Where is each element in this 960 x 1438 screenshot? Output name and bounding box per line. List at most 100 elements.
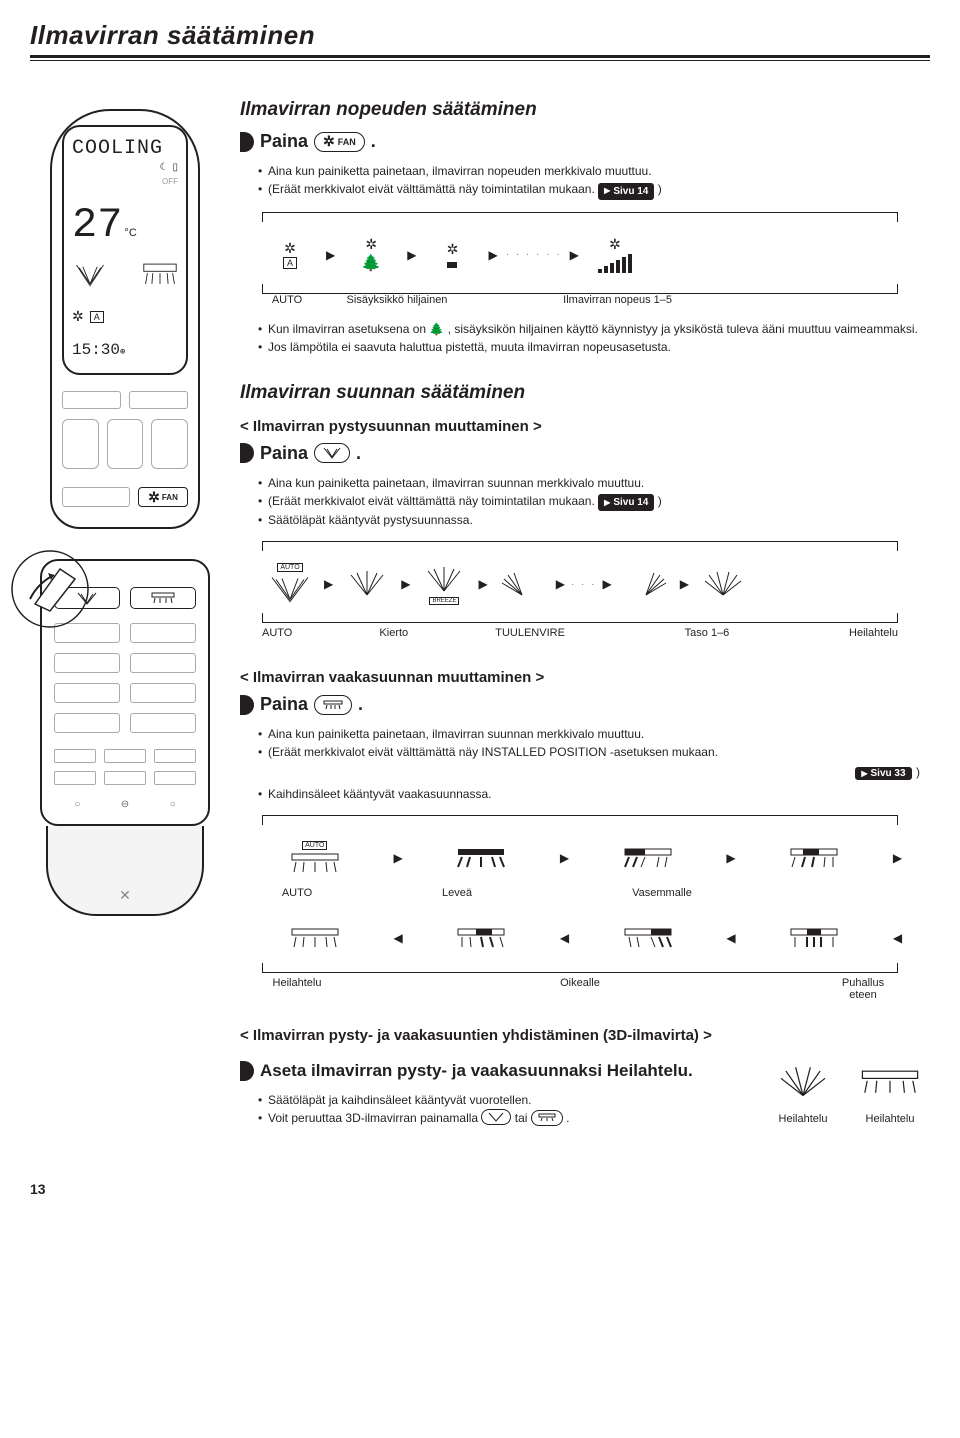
auto-a-badge: A [90,311,104,323]
bullet: (Eräät merkkivalot eivät välttämättä näy… [258,492,920,512]
section2-title: Ilmavirran suunnan säätäminen [240,382,920,404]
indicator-row: ○⊖○ [54,799,196,810]
remote-closed-illustration: COOLING ☾ ▯ OFF 27 °C [50,109,200,529]
rule-thin [30,60,930,61]
moon-icon: ☾ [160,162,169,173]
arrow-icon: ▶ [570,248,579,262]
arrow-icon: ◀ [893,931,902,945]
cross-icon: ✕ [119,887,131,904]
press-dot: . [371,131,376,152]
3d-vlouver-block: Heilahtelu [776,1062,830,1125]
remote-button [154,749,196,763]
pageref-badge: Sivu 14 [598,183,654,200]
section2-subtitle: < Ilmavirran pystysuunnan muuttaminen > [240,418,920,435]
bracket [262,541,898,551]
remote-base: ✕ [46,826,204,916]
remote-button [62,391,121,409]
fan-quiet-icon: ✲🌲 [343,234,399,276]
vlouver-auto-icon: AUTO [262,563,318,605]
hlouver-left-icon [613,837,683,879]
bracket [262,284,898,294]
hlouver-button-inline [314,695,352,715]
horizontal-louver-icon [142,260,178,288]
arrow-icon: ▶ [680,577,689,591]
hlouver-auto-icon: AUTO [280,837,350,879]
bullet: (Eräät merkkivalot eivät välttämättä näy… [258,743,920,761]
arrow-icon: ▶ [893,851,902,865]
hlouver-right-icon [613,917,683,959]
vlouver-circ-icon [339,563,395,605]
remote-button [151,419,188,469]
remote-button [130,713,196,733]
arrow-icon: ◀ [726,931,735,945]
press-text: Paina [260,443,308,464]
hlouver-button [130,587,196,609]
fan-icon: ✲ [72,308,84,325]
fan-flow-row: ✲A ▶ ✲🌲 ▶ ✲ ▶ · · · · · · ▶ ✲ [262,234,920,276]
hlouver-row1: AUTO ▶ ▶ ▶ ▶ [262,837,920,879]
bracket [262,613,898,623]
remote-button [154,771,196,785]
arrow-icon: ▶ [602,577,611,591]
vlouver-swing-icon [695,563,751,605]
signal-icon: ▯ [172,162,178,173]
bullet: Aina kun painiketta painetaan, ilmavirra… [258,162,920,180]
vlouver-button-inline [481,1109,511,1125]
press-dot: . [358,694,363,715]
arrow-icon: ▶ [560,851,569,865]
remote-button [54,749,96,763]
press-marker-icon [240,443,254,463]
fan-auto-icon: ✲A [262,234,318,276]
fan-level1-icon: ✲ [424,234,480,276]
press-marker-icon [240,132,254,152]
press-line: Paina . [240,443,920,464]
flip-open-icon [10,549,90,629]
remote-button [104,771,146,785]
bullet: (Eräät merkkivalot eivät välttämättä näy… [258,180,920,200]
left-column: COOLING ☾ ▯ OFF 27 °C [30,99,220,1139]
hlouver-row2-labels: Heilahtelu Oikealle Puhallus eteen [262,977,898,1001]
press-text-3d: Aseta ilmavirran pysty- ja vaakasuunnaks… [260,1060,693,1081]
hlouver-row2: ◀ ◀ ◀ ◀ [262,917,920,959]
remote-button [54,683,120,703]
vlouver-breeze-icon: BREEZE [416,563,472,605]
arrow-icon: ▶ [478,577,487,591]
lcd-unit: °C [124,227,136,239]
press-line: Paina . [240,694,920,715]
hlouver-row1-labels: AUTO Leveä Vasemmalle [262,887,742,899]
lcd-temperature: 27 [72,204,122,246]
arrow-icon: ▶ [401,577,410,591]
arrow-icon: ▶ [326,248,335,262]
fan-button-inline: ✲FAN [314,132,365,152]
remote-button [54,713,120,733]
bracket [262,815,898,825]
bullet: Säätöläpät kääntyvät pystysuunnassa. [258,511,920,529]
press-text: Paina [260,694,308,715]
flow-dots: · · · [571,579,597,590]
pageref-badge: Sivu 33 [855,767,911,780]
section4-subtitle: < Ilmavirran pysty- ja vaakasuuntien yhd… [240,1027,920,1044]
hlouver-wide-icon [446,837,516,879]
remote-lcd: COOLING ☾ ▯ OFF 27 °C [62,125,188,375]
fan-flow-labels: AUTO Sisäyksikkö hiljainen Ilmavirran no… [262,294,920,306]
bullet: Säätöläpät ja kaihdinsäleet kääntyvät vu… [258,1091,756,1109]
remote-button [54,771,96,785]
remote-button [129,391,188,409]
arrow-icon: ◀ [560,931,569,945]
vlouver-button-inline [314,443,350,463]
hlouver-swing-icon [280,917,350,959]
remote-button [62,419,99,469]
page-title: Ilmavirran säätäminen [30,20,930,51]
vertical-louver-icon [72,260,108,288]
arrow-icon: ▶ [726,851,735,865]
lcd-mode-text: COOLING [72,137,178,160]
arrow-icon: ◀ [393,931,402,945]
pageref-badge: Sivu 14 [598,494,654,511]
right-column: Ilmavirran nopeuden säätäminen Paina ✲FA… [240,99,930,1139]
press-line: Paina ✲FAN . [240,131,920,152]
3d-hlouver-block: Heilahtelu [860,1062,920,1125]
hlouver-right2-icon [446,917,516,959]
vlouver-labels: AUTO Kierto TUULENVIRE Taso 1–6 Heilahte… [262,627,898,639]
section1-title: Ilmavirran nopeuden säätäminen [240,99,920,121]
bracket [262,212,898,222]
